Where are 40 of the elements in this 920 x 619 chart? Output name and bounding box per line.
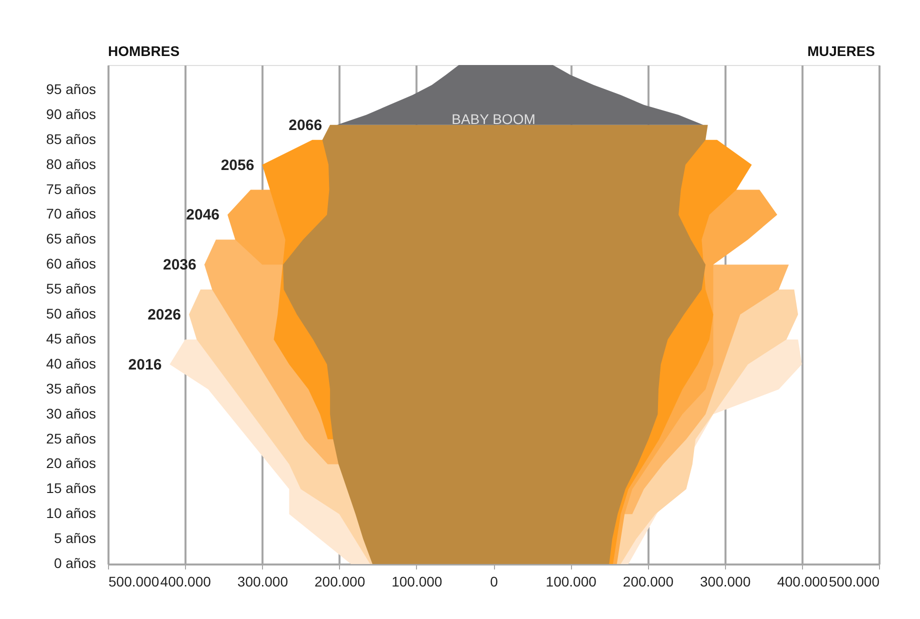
y-tick-label: 65 años bbox=[46, 230, 96, 247]
series-label: 2066 bbox=[288, 116, 322, 134]
y-tick-label: 35 años bbox=[46, 380, 96, 396]
annotation: BABY BOOM bbox=[452, 110, 536, 127]
x-tick-label: 100.000 bbox=[546, 574, 597, 590]
y-tick-label: 55 años bbox=[46, 280, 96, 297]
x-tick-label: 400.000 bbox=[777, 574, 828, 590]
y-tick-label: 90 años bbox=[46, 106, 96, 122]
y-tick-label: 75 años bbox=[46, 180, 96, 197]
text: MUJERES bbox=[807, 43, 875, 59]
x-tick-label: 300.000 bbox=[700, 574, 751, 590]
y-tick-label: 45 años bbox=[46, 330, 96, 346]
series-label: 2026 bbox=[148, 306, 181, 324]
series-label: 2056 bbox=[220, 156, 254, 174]
x-tick-label: 100.000 bbox=[392, 574, 442, 590]
y-tick-label: 0 años bbox=[54, 555, 96, 571]
x-tick-label: 500.000 bbox=[108, 574, 160, 590]
x-tick-label: 400.000 bbox=[160, 574, 212, 590]
x-tick-label: 0 bbox=[490, 574, 498, 590]
y-tick-label: 40 años bbox=[46, 355, 96, 372]
y-tick-label: 20 años bbox=[46, 455, 96, 472]
series-label: 2036 bbox=[163, 256, 196, 274]
y-tick-label: 10 años bbox=[46, 505, 96, 522]
y-tick-label: 95 años bbox=[46, 80, 96, 97]
y-tick-label: 5 años bbox=[54, 530, 96, 546]
x-tick-label: 200.000 bbox=[622, 574, 674, 590]
y-tick-label: 25 años bbox=[46, 430, 96, 446]
y-tick-label: 80 años bbox=[46, 156, 96, 172]
series-label: 2016 bbox=[128, 356, 162, 374]
y-tick-label: 60 años bbox=[46, 256, 96, 272]
x-tick-label: 500.000 bbox=[828, 574, 880, 590]
y-tick-label: 15 años bbox=[46, 480, 96, 496]
x-tick-label: 300.000 bbox=[237, 574, 288, 590]
y-tick-label: 70 años bbox=[46, 206, 96, 222]
y-tick-label: 50 años bbox=[46, 306, 96, 322]
text: HOMBRES bbox=[108, 43, 180, 59]
y-tick-label: 30 años bbox=[46, 405, 96, 422]
series-label: 2046 bbox=[186, 206, 220, 224]
y-tick-label: 85 años bbox=[46, 130, 96, 147]
x-tick-label: 200.000 bbox=[314, 574, 366, 590]
